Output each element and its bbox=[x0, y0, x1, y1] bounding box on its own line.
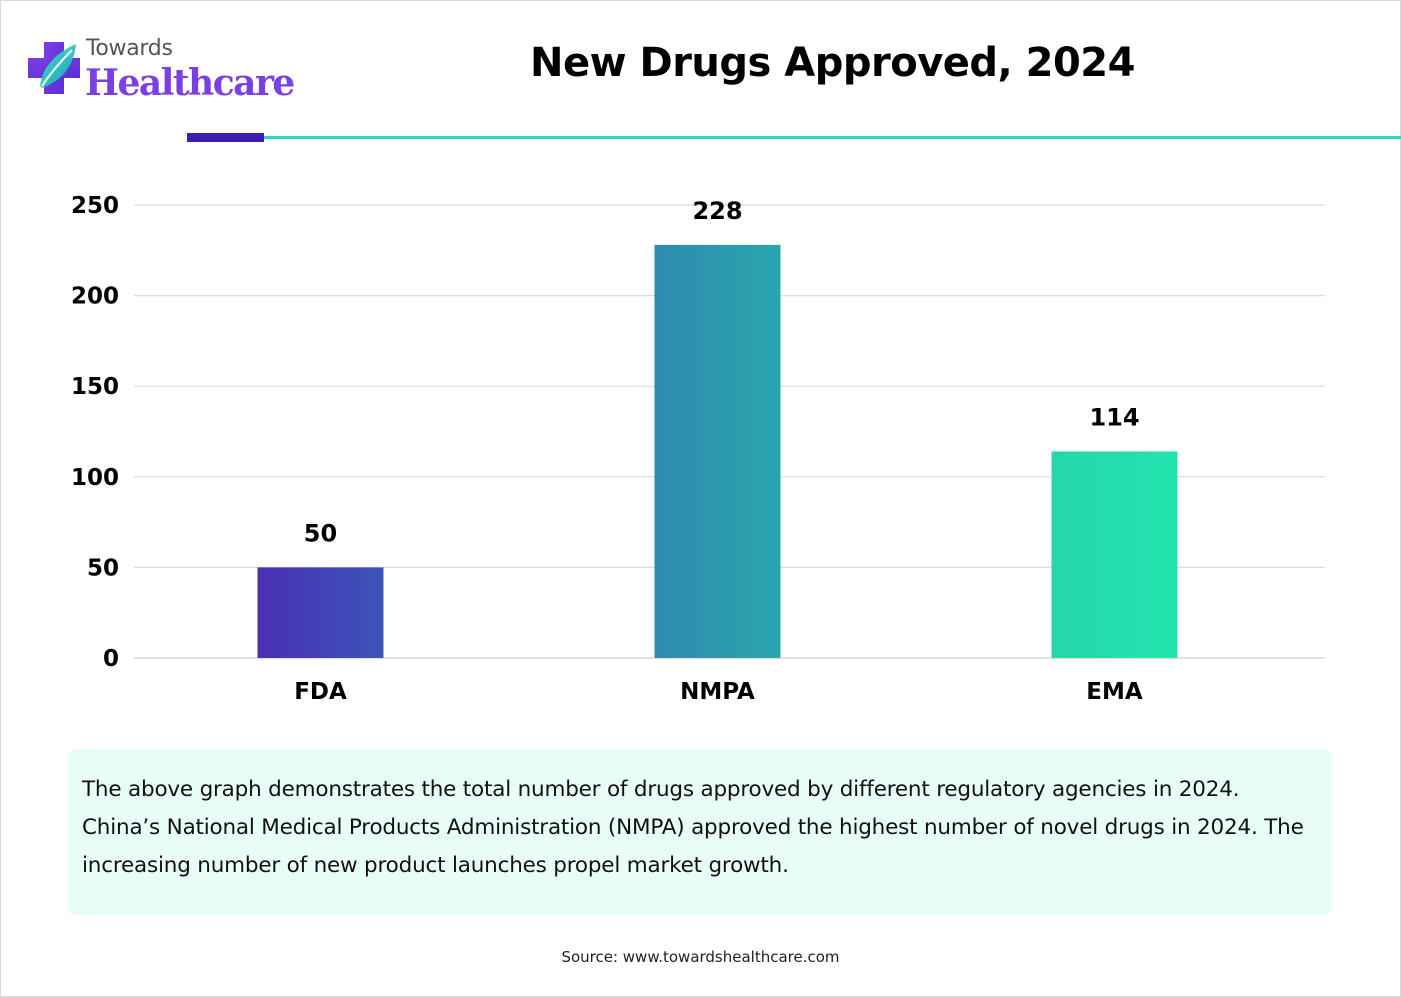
y-tick-label: 100 bbox=[71, 465, 119, 491]
y-tick-label: 50 bbox=[87, 555, 119, 581]
logo-text-towards: Towards bbox=[86, 36, 173, 61]
y-axis-ticks: 0 50 100 150 200 250 bbox=[71, 193, 119, 672]
brand-logo: Towards Healthcare bbox=[28, 36, 295, 106]
title-rule-line bbox=[264, 136, 1401, 139]
logo-text-healthcare: Healthcare bbox=[85, 62, 295, 104]
bar-chart: 0 50 100 150 200 250 50 228 114 FDA NMPA EMA bbox=[71, 193, 1325, 705]
bar-ema bbox=[1051, 451, 1178, 658]
value-label-fda: 50 bbox=[304, 519, 337, 547]
y-tick-label: 150 bbox=[71, 374, 119, 400]
y-tick-label: 0 bbox=[103, 646, 119, 672]
y-tick-label: 200 bbox=[71, 284, 119, 310]
category-label-ema: EMA bbox=[1086, 679, 1143, 705]
source-credit: Source: www.towardshealthcare.com bbox=[561, 948, 840, 966]
bars bbox=[257, 244, 1178, 658]
bar-nmpa bbox=[654, 244, 781, 658]
title-rule-accent bbox=[187, 133, 264, 142]
health-cross-icon bbox=[28, 42, 80, 94]
category-labels: FDA NMPA EMA bbox=[294, 679, 1143, 705]
value-label-ema: 114 bbox=[1089, 403, 1139, 431]
description-box: The above graph demonstrates the total n… bbox=[68, 749, 1332, 915]
value-label-nmpa: 228 bbox=[692, 197, 742, 225]
category-label-nmpa: NMPA bbox=[680, 679, 755, 705]
chart-title: New Drugs Approved, 2024 bbox=[530, 40, 1135, 86]
y-tick-label: 250 bbox=[71, 193, 119, 219]
category-label-fda: FDA bbox=[294, 679, 347, 705]
value-labels: 50 228 114 bbox=[304, 197, 1140, 548]
bar-fda bbox=[257, 567, 384, 658]
description-text: The above graph demonstrates the total n… bbox=[82, 777, 1304, 878]
